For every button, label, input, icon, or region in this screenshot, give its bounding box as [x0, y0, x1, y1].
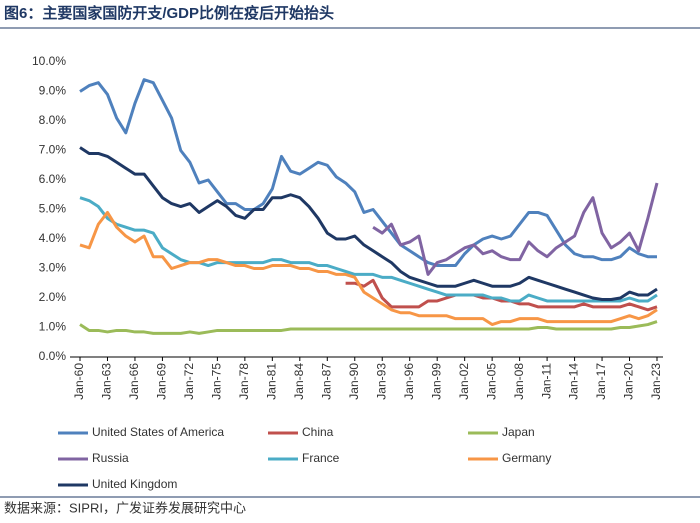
y-tick-label: 1.0%	[39, 320, 67, 334]
series-line	[79, 78, 657, 268]
y-tick-label: 5.0%	[39, 202, 67, 216]
y-tick-label: 3.0%	[39, 261, 67, 275]
y-tick-label: 6.0%	[39, 172, 67, 186]
x-tick-label: Jan-23	[649, 363, 663, 400]
x-tick-label: Jan-08	[512, 363, 526, 400]
x-tick-label: Jan-14	[567, 363, 581, 400]
x-tick-label: Jan-02	[457, 363, 471, 400]
legend-label: United Kingdom	[92, 477, 177, 491]
x-tick-label: Jan-90	[347, 363, 361, 400]
series-line	[79, 146, 658, 301]
x-tick-label: Jan-66	[127, 363, 141, 400]
chart-title: 图6：主要国家国防开支/GDP比例在疫后开始抬头	[4, 4, 334, 22]
series-line	[345, 278, 658, 312]
y-tick-label: 9.0%	[39, 84, 67, 98]
x-tick-label: Jan-81	[265, 363, 279, 400]
legend-label: Japan	[502, 425, 535, 439]
legend-label: United States of America	[92, 425, 224, 439]
x-tick-label: Jan-69	[155, 363, 169, 400]
y-tick-label: 10.0%	[32, 54, 66, 68]
x-tick-label: Jan-72	[182, 363, 196, 400]
y-tick-label: 4.0%	[39, 231, 67, 245]
series-line	[79, 196, 658, 303]
series-line	[79, 210, 658, 327]
x-tick-label: Jan-75	[210, 363, 224, 400]
x-tick-label: Jan-11	[539, 363, 553, 399]
y-tick-label: 7.0%	[39, 143, 67, 157]
source-note: 数据来源：SIPRI，广发证券发展研究中心	[4, 500, 246, 515]
legend-label: China	[302, 425, 334, 439]
legend-label: France	[302, 451, 340, 465]
x-tick-label: Jan-17	[594, 363, 608, 400]
x-tick-label: Jan-96	[402, 363, 416, 400]
y-tick-label: 8.0%	[39, 113, 67, 127]
series-line	[79, 320, 658, 335]
legend-label: Russia	[92, 451, 129, 465]
series-line	[372, 182, 659, 276]
y-tick-label: 2.0%	[39, 290, 67, 304]
y-tick-label: 0.0%	[39, 349, 67, 363]
x-tick-label: Jan-05	[484, 363, 498, 400]
x-tick-label: Jan-60	[72, 363, 86, 400]
legend-label: Germany	[502, 451, 551, 465]
x-tick-label: Jan-63	[100, 363, 114, 400]
x-tick-label: Jan-84	[292, 363, 306, 400]
x-tick-label: Jan-78	[237, 363, 251, 400]
x-tick-label: Jan-87	[319, 363, 333, 400]
x-tick-label: Jan-93	[374, 363, 388, 400]
x-tick-label: Jan-99	[429, 363, 443, 400]
x-tick-label: Jan-20	[622, 363, 636, 400]
